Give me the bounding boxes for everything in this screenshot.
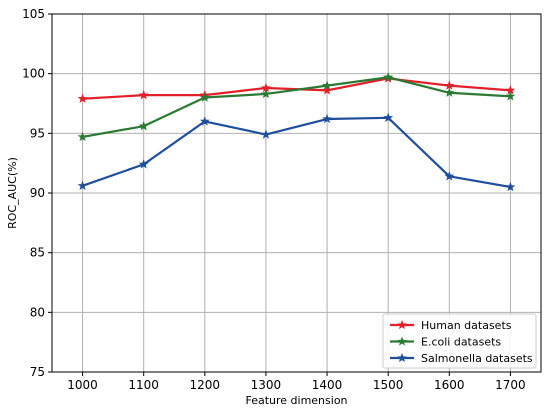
legend-label: E.coli datasets — [421, 336, 501, 349]
data-point — [77, 180, 88, 191]
data-point — [505, 91, 516, 101]
series-line — [82, 76, 511, 138]
x-tick-label: 1200 — [190, 378, 221, 392]
y-tick-label: 80 — [30, 305, 45, 319]
data-point — [261, 129, 271, 139]
axis-ticks: 1000 1100 1200 1300 1400 1500 1600 1700 75 80 85 90… — [22, 7, 526, 392]
y-tick-label: 90 — [30, 186, 45, 200]
x-tick-label: 1100 — [128, 378, 159, 392]
data-point — [383, 112, 394, 122]
data-point — [261, 88, 271, 99]
y-axis-title: ROC_AUC(%) — [6, 157, 19, 229]
legend-box — [382, 313, 537, 369]
series-group — [77, 72, 516, 192]
y-tick-label: 100 — [22, 67, 45, 81]
legend-item: Salmonella datasets — [390, 352, 533, 365]
series-3 — [77, 112, 516, 192]
x-tick-label: 1000 — [67, 378, 98, 392]
x-axis-title: Feature dimension — [245, 394, 347, 407]
x-tick-label: 1500 — [373, 378, 404, 392]
data-point — [383, 72, 394, 82]
data-point — [199, 116, 210, 126]
y-tick-label: 75 — [30, 365, 45, 379]
legend-marker — [397, 319, 407, 330]
legend-marker — [397, 336, 407, 346]
x-tick-label: 1400 — [312, 378, 343, 392]
data-point — [77, 131, 88, 142]
x-tick-label: 1600 — [434, 378, 465, 392]
y-tick-label: 105 — [22, 7, 45, 21]
data-point — [199, 92, 210, 102]
y-tick-label: 95 — [30, 126, 45, 140]
data-point — [138, 121, 149, 131]
x-tick-label: 1700 — [495, 378, 526, 392]
data-point — [138, 89, 149, 100]
data-point — [444, 171, 455, 181]
legend-label: Salmonella datasets — [421, 352, 533, 365]
legend-item: Human datasets — [390, 319, 512, 332]
data-point — [322, 80, 332, 90]
legend-marker — [397, 352, 407, 363]
data-point — [138, 159, 149, 169]
legend-label: Human datasets — [421, 319, 512, 332]
legend: Human datasets E.coli datasets Salmonella … — [382, 313, 537, 369]
data-point — [322, 113, 332, 124]
data-point — [444, 87, 455, 97]
data-point — [505, 181, 516, 192]
series-line — [82, 116, 511, 189]
series-2 — [77, 72, 516, 142]
data-point — [322, 85, 332, 95]
data-point — [77, 93, 88, 103]
y-tick-label: 85 — [30, 246, 45, 260]
legend-item: E.coli datasets — [390, 336, 501, 349]
data-point — [444, 80, 455, 90]
x-tick-label: 1300 — [251, 378, 282, 392]
